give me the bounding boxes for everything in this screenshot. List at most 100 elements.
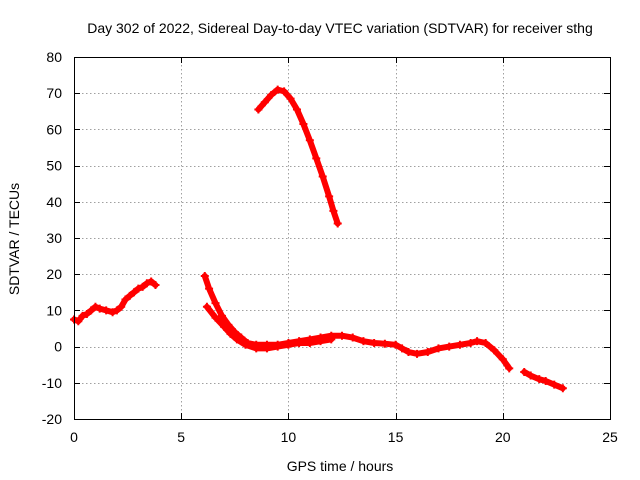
series-line xyxy=(201,273,513,372)
y-tick-label: -20 xyxy=(42,411,62,427)
data-point xyxy=(260,98,269,107)
y-axis-label: SDTVAR / TECUs xyxy=(6,183,22,295)
data-series xyxy=(254,85,342,228)
axis-ticks: 0 5 10 15 20 25 -20 -10 0 10 20 30 40 50 60 70 80 xyxy=(42,49,618,445)
data-point xyxy=(505,364,514,373)
data-point xyxy=(404,348,413,357)
data-series xyxy=(70,277,160,326)
data-point xyxy=(318,172,327,181)
data-point xyxy=(202,302,211,311)
x-tick-label: 10 xyxy=(281,429,297,445)
data-point xyxy=(273,342,282,351)
data-point xyxy=(125,291,134,300)
data-point xyxy=(273,85,282,94)
data-point xyxy=(490,346,499,355)
data-series xyxy=(202,302,336,353)
data-point xyxy=(325,192,334,201)
data-point xyxy=(305,136,314,145)
data-point xyxy=(91,302,100,311)
data-point xyxy=(280,87,289,96)
data-point xyxy=(473,337,482,346)
data-series xyxy=(520,367,567,393)
x-tick-label: 0 xyxy=(70,429,78,445)
data-point xyxy=(423,348,432,357)
data-point xyxy=(481,338,490,347)
y-tick-label: 50 xyxy=(46,158,62,174)
series-layer xyxy=(70,85,567,393)
x-tick-label: 15 xyxy=(388,429,404,445)
y-tick-label: 0 xyxy=(54,339,62,355)
x-tick-label: 25 xyxy=(602,429,618,445)
y-tick-label: 30 xyxy=(46,230,62,246)
data-point xyxy=(102,306,111,315)
data-point xyxy=(284,340,293,349)
data-point xyxy=(226,329,235,338)
data-point xyxy=(316,337,325,346)
data-point xyxy=(292,105,301,114)
data-point xyxy=(466,338,475,347)
data-point xyxy=(286,94,295,103)
data-point xyxy=(295,338,304,347)
data-point xyxy=(550,380,559,389)
data-point xyxy=(526,371,535,380)
data-point xyxy=(434,344,443,353)
y-tick-label: 10 xyxy=(46,302,62,318)
y-tick-label: 40 xyxy=(46,194,62,210)
data-point xyxy=(333,219,342,228)
data-point xyxy=(267,91,276,100)
data-point xyxy=(82,310,91,319)
data-point xyxy=(151,281,160,290)
y-tick-label: 20 xyxy=(46,266,62,282)
data-point xyxy=(520,367,529,376)
data-point xyxy=(262,344,271,353)
data-point xyxy=(108,308,117,317)
chart-title: Day 302 of 2022, Sidereal Day-to-day VTE… xyxy=(87,20,593,36)
data-point xyxy=(558,384,567,393)
data-point xyxy=(327,335,336,344)
data-point xyxy=(299,119,308,128)
data-point xyxy=(380,339,389,348)
grid xyxy=(74,57,610,419)
x-tick-label: 20 xyxy=(495,429,511,445)
y-tick-label: 60 xyxy=(46,121,62,137)
data-point xyxy=(338,331,346,340)
data-point xyxy=(200,272,209,281)
data-point xyxy=(217,311,226,320)
data-point xyxy=(95,304,104,313)
data-point xyxy=(138,282,147,291)
data-point xyxy=(211,313,220,322)
data-point xyxy=(241,340,250,349)
data-point xyxy=(305,338,314,347)
data-point xyxy=(541,376,550,385)
data-point xyxy=(121,295,130,304)
data-point xyxy=(391,340,400,349)
data-point xyxy=(359,337,368,346)
data-point xyxy=(370,338,379,347)
data-point xyxy=(112,306,121,315)
data-point xyxy=(445,342,454,351)
data-point xyxy=(87,306,96,315)
data-series xyxy=(200,272,514,373)
y-tick-label: 80 xyxy=(46,49,62,65)
data-point xyxy=(117,302,126,311)
x-axis-label: GPS time / hours xyxy=(287,458,394,474)
data-point xyxy=(220,322,229,331)
data-point xyxy=(413,349,422,358)
data-point xyxy=(398,344,407,353)
data-point xyxy=(498,355,507,364)
data-point xyxy=(254,105,263,114)
data-point xyxy=(312,154,321,163)
data-point xyxy=(74,317,83,326)
data-point xyxy=(252,344,261,353)
data-point xyxy=(78,311,87,320)
y-tick-label: -10 xyxy=(42,375,62,391)
data-point xyxy=(232,335,241,344)
data-point xyxy=(348,333,357,342)
data-point xyxy=(455,340,464,349)
data-point xyxy=(134,284,143,293)
data-point xyxy=(142,279,151,288)
data-point xyxy=(147,277,156,286)
y-tick-label: 70 xyxy=(46,85,62,101)
data-point xyxy=(329,206,338,215)
